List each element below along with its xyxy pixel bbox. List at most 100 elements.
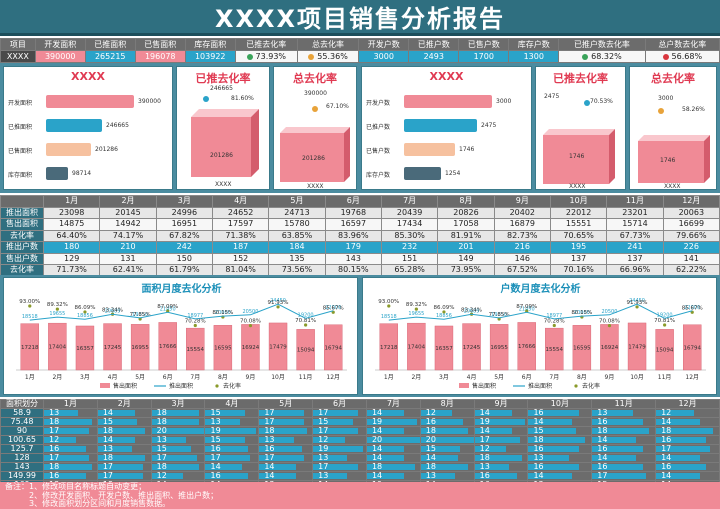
dist-databar bbox=[97, 455, 146, 461]
hbar-value: 98714 bbox=[72, 170, 92, 177]
dist-value: 12 bbox=[425, 408, 436, 417]
monthly-cell: 131 bbox=[99, 252, 157, 265]
hbar bbox=[404, 143, 455, 156]
rate-marker bbox=[304, 323, 308, 327]
dist-value: 14 bbox=[597, 435, 608, 444]
x-tick-label: 2月 bbox=[411, 374, 421, 381]
dist-value: 18 bbox=[479, 453, 490, 462]
kpi-value-cell: 73.93% bbox=[234, 50, 298, 63]
monthly-cell: 16951 bbox=[155, 218, 213, 231]
chart-bar bbox=[655, 329, 674, 371]
dist-value: 15 bbox=[210, 435, 221, 444]
monthly-cell: 151 bbox=[380, 252, 439, 265]
hbar-value: 390000 bbox=[138, 98, 161, 105]
monthly-cell: 15551 bbox=[549, 218, 608, 231]
chart-bar bbox=[158, 322, 177, 371]
legend-label: 售出面积 bbox=[472, 382, 496, 390]
rate-marker bbox=[276, 305, 280, 309]
dist-databar bbox=[151, 419, 200, 425]
x-tick-label: 4月 bbox=[467, 374, 477, 381]
monthly-row: 售出户数 129 131 150 152 135 143 151 149 146 137 137 141 bbox=[0, 252, 720, 265]
dist-databar bbox=[313, 428, 359, 434]
chart-bar bbox=[683, 324, 702, 371]
unit-panel-title: XXXX bbox=[429, 70, 464, 83]
unit-bar-panel: XXXX 开发户数 3000 已推户数 2475 已售户数 1746 库存户数 1254 bbox=[361, 66, 532, 190]
dist-value: 12 bbox=[318, 435, 329, 444]
hbar bbox=[46, 167, 68, 180]
unit-total-pct: 58.26% bbox=[682, 106, 705, 113]
dist-value: 16 bbox=[425, 417, 436, 426]
dist-databar bbox=[366, 473, 404, 479]
dist-databar bbox=[44, 419, 92, 425]
dist-databar bbox=[656, 437, 707, 443]
bar-value-label: 15554 bbox=[187, 347, 205, 353]
month-header: 6月 bbox=[324, 195, 382, 208]
dist-value: 20 bbox=[371, 435, 383, 444]
rate-marker bbox=[83, 310, 87, 314]
unit-total-x: XXXX bbox=[664, 183, 681, 190]
dist-value: 16 bbox=[49, 444, 60, 453]
monthly-cell: 67.73% bbox=[606, 229, 664, 242]
dist-databar bbox=[474, 455, 523, 461]
monthly-cell: 210 bbox=[99, 241, 157, 254]
bar-value-label: 15094 bbox=[297, 348, 315, 354]
monthly-cell: 201 bbox=[437, 241, 495, 254]
rate-marker bbox=[55, 307, 59, 311]
kpi-value-cell: 55.36% bbox=[296, 50, 360, 63]
unit-push-x: XXXX bbox=[569, 183, 586, 190]
kpi-value: 390000 bbox=[44, 52, 76, 61]
rate-marker bbox=[525, 309, 529, 313]
x-tick-label: 10月 bbox=[630, 374, 644, 381]
kpi-header-cell: 已推面积 bbox=[84, 38, 136, 51]
x-tick-label: 1月 bbox=[25, 374, 35, 381]
dist-value: 15 bbox=[425, 444, 436, 453]
hbar-value: 3000 bbox=[496, 98, 512, 105]
x-tick-label: 5月 bbox=[494, 374, 504, 381]
line-value-label: 20500 bbox=[602, 309, 618, 315]
kpi-header-cell: 开发面积 bbox=[34, 38, 86, 51]
monthly-row-label: 去化率 bbox=[0, 229, 44, 242]
dist-value: 16 bbox=[264, 444, 275, 453]
dist-value: 17 bbox=[210, 453, 221, 462]
dist-databar bbox=[592, 446, 643, 452]
dist-databar bbox=[592, 464, 643, 470]
dist-value: 18 bbox=[264, 426, 275, 435]
unit-push-box bbox=[543, 129, 615, 188]
monthly-cell: 14875 bbox=[42, 218, 101, 231]
dist-value: 12 bbox=[156, 471, 167, 480]
kpi-value: 103922 bbox=[194, 52, 226, 61]
monthly-row: 售出面积 14875 14942 16951 17597 15780 16597 17434 1… bbox=[0, 218, 720, 231]
dist-value: 17 bbox=[479, 435, 490, 444]
dist-value: 16 bbox=[597, 462, 608, 471]
dist-databar bbox=[205, 410, 246, 416]
dist-databar bbox=[474, 464, 509, 470]
monthly-cell: 143 bbox=[324, 252, 382, 265]
kpi-value-cell: 1700 bbox=[458, 50, 510, 63]
dist-value: 17 bbox=[661, 444, 672, 453]
x-tick-label: 3月 bbox=[80, 374, 90, 381]
monthly-cell: 16879 bbox=[493, 218, 551, 231]
legend-label: 去化率 bbox=[223, 382, 241, 390]
line-value-label: 20500 bbox=[243, 309, 259, 315]
bar-value-label: 16595 bbox=[573, 346, 591, 352]
unit-total-box-value: 1746 bbox=[660, 157, 676, 164]
monthly-cell: 63.85% bbox=[268, 229, 326, 242]
dist-value: 17 bbox=[264, 408, 275, 417]
dist-row: 128 17 18 17 17 17 13 14 14 18 13 14 14 bbox=[0, 453, 720, 463]
dist-databar bbox=[656, 446, 710, 452]
x-tick-label: 6月 bbox=[522, 374, 532, 381]
month-header: 10月 bbox=[549, 195, 608, 208]
hbar bbox=[404, 167, 441, 180]
area-push-box-value: 201286 bbox=[210, 152, 233, 159]
dist-databar bbox=[97, 410, 135, 416]
dist-value: 18 bbox=[156, 408, 167, 417]
legend-swatch-bar bbox=[459, 383, 469, 388]
chart-bar bbox=[324, 324, 343, 371]
legend-label: 推出面积 bbox=[528, 382, 552, 390]
dist-value: 18 bbox=[661, 426, 672, 435]
rate-dot-icon bbox=[203, 96, 209, 102]
rate-marker bbox=[635, 305, 639, 309]
monthly-cell: 20145 bbox=[99, 206, 157, 219]
rate-marker bbox=[166, 309, 170, 313]
dist-databar bbox=[592, 473, 646, 479]
